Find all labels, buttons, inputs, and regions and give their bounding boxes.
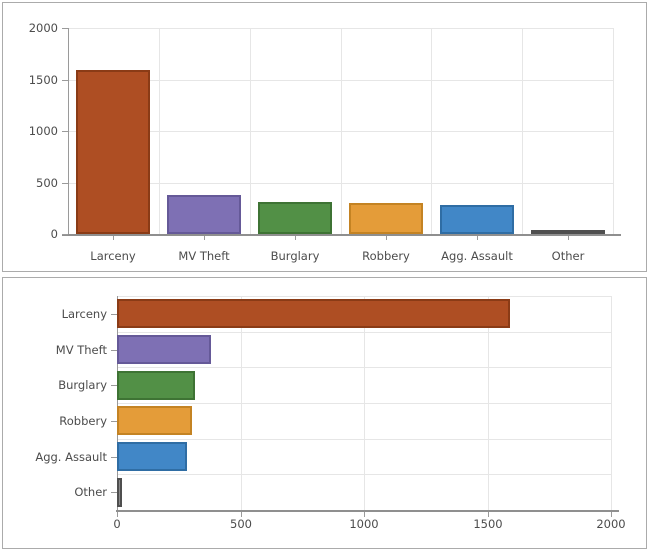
category-label: Larceny [61, 307, 107, 321]
category-label: MV Theft [55, 343, 107, 357]
category-gridline [117, 332, 611, 333]
category-label: Burglary [270, 249, 320, 263]
category-gridline [431, 28, 432, 234]
bar-larceny [76, 70, 150, 234]
x-axis-line [116, 510, 619, 512]
y-tick [111, 350, 117, 351]
y-tick-label: 1500 [28, 73, 58, 87]
y-tick [111, 421, 117, 422]
category-gridline [250, 28, 251, 234]
x-tick [364, 512, 365, 517]
x-tick [568, 236, 569, 240]
bar-larceny [117, 299, 510, 328]
x-tick-label: 1000 [349, 517, 379, 531]
x-tick [113, 236, 114, 240]
y-tick-label: 1000 [28, 124, 58, 138]
x-tick [611, 512, 612, 517]
y-tick [111, 385, 117, 386]
y-tick [62, 234, 68, 235]
category-gridline [522, 28, 523, 234]
x-tick-label: 1500 [473, 517, 503, 531]
horizontal-bar-chart-panel: 0 500 1000 1500 2000 Larceny MV Theft Burglary R… [2, 277, 647, 549]
category-label: Robbery [59, 414, 107, 428]
x-tick [477, 236, 478, 240]
category-gridline [159, 28, 160, 234]
x-tick [295, 236, 296, 240]
category-label: Larceny [90, 249, 136, 263]
category-gridline [117, 439, 611, 440]
x-tick [204, 236, 205, 240]
category-gridline [613, 28, 614, 234]
bar-other [531, 230, 605, 234]
category-label: Burglary [58, 378, 107, 392]
x-tick [386, 236, 387, 240]
value-gridline [611, 296, 612, 510]
y-tick [111, 314, 117, 315]
y-tick [62, 131, 68, 132]
category-gridline [117, 296, 611, 297]
y-tick-label: 0 [50, 227, 58, 241]
category-gridline [117, 403, 611, 404]
category-label: Agg. Assault [35, 450, 107, 464]
value-gridline [68, 80, 613, 81]
category-gridline [117, 474, 611, 475]
category-label: Other [74, 485, 107, 499]
y-tick [111, 457, 117, 458]
value-gridline [68, 131, 613, 132]
vertical-bar-chart-panel: 0 500 1000 1500 2000 Larceny MV Theft Burglary R… [2, 2, 647, 272]
x-tick [117, 512, 118, 517]
bar-other [117, 478, 122, 507]
category-label: MV Theft [178, 249, 230, 263]
y-tick [62, 183, 68, 184]
bar-burglary [258, 202, 332, 234]
y-axis-line [117, 296, 118, 510]
bar-mv-theft [167, 195, 241, 234]
bar-burglary [117, 371, 195, 400]
x-tick-label: 2000 [596, 517, 626, 531]
y-axis-line [68, 28, 69, 234]
y-tick [62, 28, 68, 29]
x-tick-label: 0 [113, 517, 121, 531]
bar-agg-assault [440, 205, 514, 234]
x-tick [488, 512, 489, 517]
bar-robbery [349, 203, 423, 234]
x-tick [241, 512, 242, 517]
category-label: Other [551, 249, 585, 263]
value-gridline [68, 183, 613, 184]
category-gridline [341, 28, 342, 234]
category-label: Agg. Assault [441, 249, 513, 263]
bar-agg-assault [117, 442, 187, 471]
y-tick-label: 500 [36, 176, 58, 190]
x-axis-line [62, 234, 621, 236]
y-tick [111, 492, 117, 493]
y-tick-label: 2000 [28, 21, 58, 35]
x-tick-label: 500 [230, 517, 252, 531]
y-tick [62, 80, 68, 81]
category-gridline [117, 367, 611, 368]
bar-robbery [117, 406, 192, 435]
category-label: Robbery [362, 249, 410, 263]
value-gridline [68, 28, 613, 29]
bar-mv-theft [117, 335, 211, 364]
